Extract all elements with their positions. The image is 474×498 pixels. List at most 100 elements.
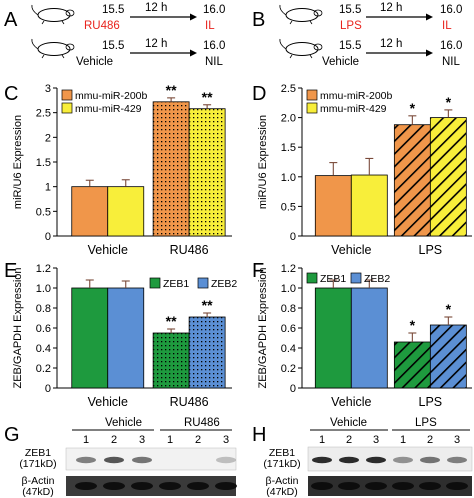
panel-letter-c: C <box>4 83 18 105</box>
significance-marker: ** <box>166 313 177 329</box>
legend-swatch <box>61 102 73 114</box>
lane-number: 3 <box>139 434 145 446</box>
panel-letter-b: B <box>252 9 265 31</box>
zeb1-band <box>216 456 236 464</box>
y-tick-label: 1.2 <box>36 263 51 275</box>
lane-number: 3 <box>454 434 460 446</box>
y-axis-label: miR/U6 Expression <box>12 115 24 209</box>
treatment-label: Vehicle <box>322 56 359 68</box>
treatment-label: RU486 <box>84 20 120 32</box>
treatment-label: LPS <box>340 20 362 32</box>
lane-number: 1 <box>167 434 173 446</box>
y-tick-label: 2 <box>45 132 51 144</box>
legend-swatch <box>61 89 73 101</box>
blot-bands <box>75 456 237 490</box>
panel-letter-a: A <box>4 9 18 31</box>
lane-number: 1 <box>400 434 406 446</box>
bar-pattern <box>189 108 226 236</box>
y-tick-label: 1.5 <box>281 142 296 154</box>
blot-label: (171kD) <box>19 458 56 470</box>
y-tick-label: 0 <box>45 231 51 243</box>
panel-letter-h: H <box>252 424 266 446</box>
y-tick-label: 2.5 <box>36 108 51 120</box>
chart-c: 0 0.5 1 1.5 2 2.5 3 miR/U6 Expression Vehicle RU4… <box>12 82 232 257</box>
y-tick-label: 1.2 <box>281 263 296 275</box>
bar-pattern <box>430 325 467 388</box>
arrow-head-icon <box>426 49 433 57</box>
y-axis-label: miR/U6 Expression <box>257 115 269 209</box>
y-tick-label: 0.6 <box>36 323 51 335</box>
actin-band <box>392 482 414 490</box>
y-axis-label: ZEB/GAPDH Expression <box>257 267 269 388</box>
y-tick-label: 0.4 <box>36 343 51 355</box>
y-tick-label: 3 <box>45 83 51 95</box>
arrow-label: 12 h <box>380 38 402 50</box>
bar-pattern <box>153 333 190 388</box>
zeb1-band <box>447 456 467 464</box>
legend-label: ZEB1 <box>320 273 346 285</box>
blot-label: (47kD) <box>22 486 54 498</box>
arrow-label: 12 h <box>380 2 402 14</box>
actin-band <box>338 482 360 490</box>
zeb1-band <box>104 456 124 464</box>
blot-strip-zeb1 <box>307 446 473 472</box>
panel-letter-f: F <box>252 260 264 282</box>
group-label: LPS <box>415 417 437 429</box>
arrow-label: 12 h <box>145 2 167 14</box>
y-tick-label: 0.8 <box>281 303 296 315</box>
treatment-label: Vehicle <box>76 56 113 68</box>
significance-marker: * <box>410 100 416 116</box>
significance-marker: ** <box>202 297 213 313</box>
arrow-head-icon <box>426 13 433 21</box>
blot-label: ZEB1 <box>25 447 51 459</box>
chart-f: 0 0.2 0.4 0.6 0.8 1.0 1.2 ZEB/GAPDH Expression V… <box>257 263 472 409</box>
y-axis-label: ZEB/GAPDH Expression <box>12 267 24 388</box>
significance-marker: ** <box>166 82 177 98</box>
y-tick-label: 0.2 <box>281 363 296 375</box>
actin-band <box>311 482 333 490</box>
y-tick-label: 2.0 <box>281 113 296 125</box>
legend-label: mmu-miR-200b <box>320 90 393 102</box>
panel-letter-d: D <box>252 83 266 105</box>
group-label: RU486 <box>184 417 220 429</box>
actin-band <box>159 482 181 490</box>
y-tick-label: 0 <box>290 231 296 243</box>
significance-marker: ** <box>202 89 213 105</box>
x-category-label: RU486 <box>170 395 209 409</box>
x-category-label: Vehicle <box>88 395 128 409</box>
blot-label: (171kD) <box>263 458 300 470</box>
significance-marker: * <box>446 301 452 317</box>
panel-a: A 15.5 RU486 12 h 16.0 IL 15.5 Vehicle 1… <box>4 2 225 68</box>
day-start: 15.5 <box>339 40 361 52</box>
y-tick-label: 0.2 <box>36 363 51 375</box>
bar-pattern <box>189 317 226 388</box>
panel-letter-g: G <box>4 424 20 446</box>
x-category-label: LPS <box>419 395 443 409</box>
y-tick-label: 0.6 <box>281 323 296 335</box>
panel-b: B 15.5 LPS 12 h 16.0 IL 15.5 Vehicle 12 … <box>252 2 462 68</box>
lane-number: 1 <box>83 434 89 446</box>
y-tick-label: 0.4 <box>281 343 296 355</box>
chart-d: 0 0.5 1.0 1.5 2.0 2.5 miR/U6 Expression Vehicle… <box>257 83 472 257</box>
mouse-icon <box>279 38 323 59</box>
blot-label: ZEB1 <box>269 447 295 459</box>
legend-swatch <box>306 102 318 114</box>
significance-marker: * <box>446 94 452 110</box>
arrow-head-icon <box>190 13 197 21</box>
legend-swatch <box>197 277 209 289</box>
outcome-label: IL <box>205 20 215 32</box>
y-tick-label: 1.5 <box>36 157 51 169</box>
bar-pattern <box>430 117 467 236</box>
day-end: 16.0 <box>203 4 225 16</box>
day-end: 16.0 <box>203 40 225 52</box>
actin-band <box>446 482 468 490</box>
y-tick-label: 1.0 <box>36 283 51 295</box>
legend-swatch <box>306 272 318 284</box>
zeb1-band <box>76 456 96 464</box>
zeb1-band <box>339 456 359 464</box>
y-tick-label: 1.0 <box>281 172 296 184</box>
day-start: 15.5 <box>102 40 124 52</box>
zeb1-band <box>312 456 332 464</box>
mouse-icon <box>31 4 75 25</box>
